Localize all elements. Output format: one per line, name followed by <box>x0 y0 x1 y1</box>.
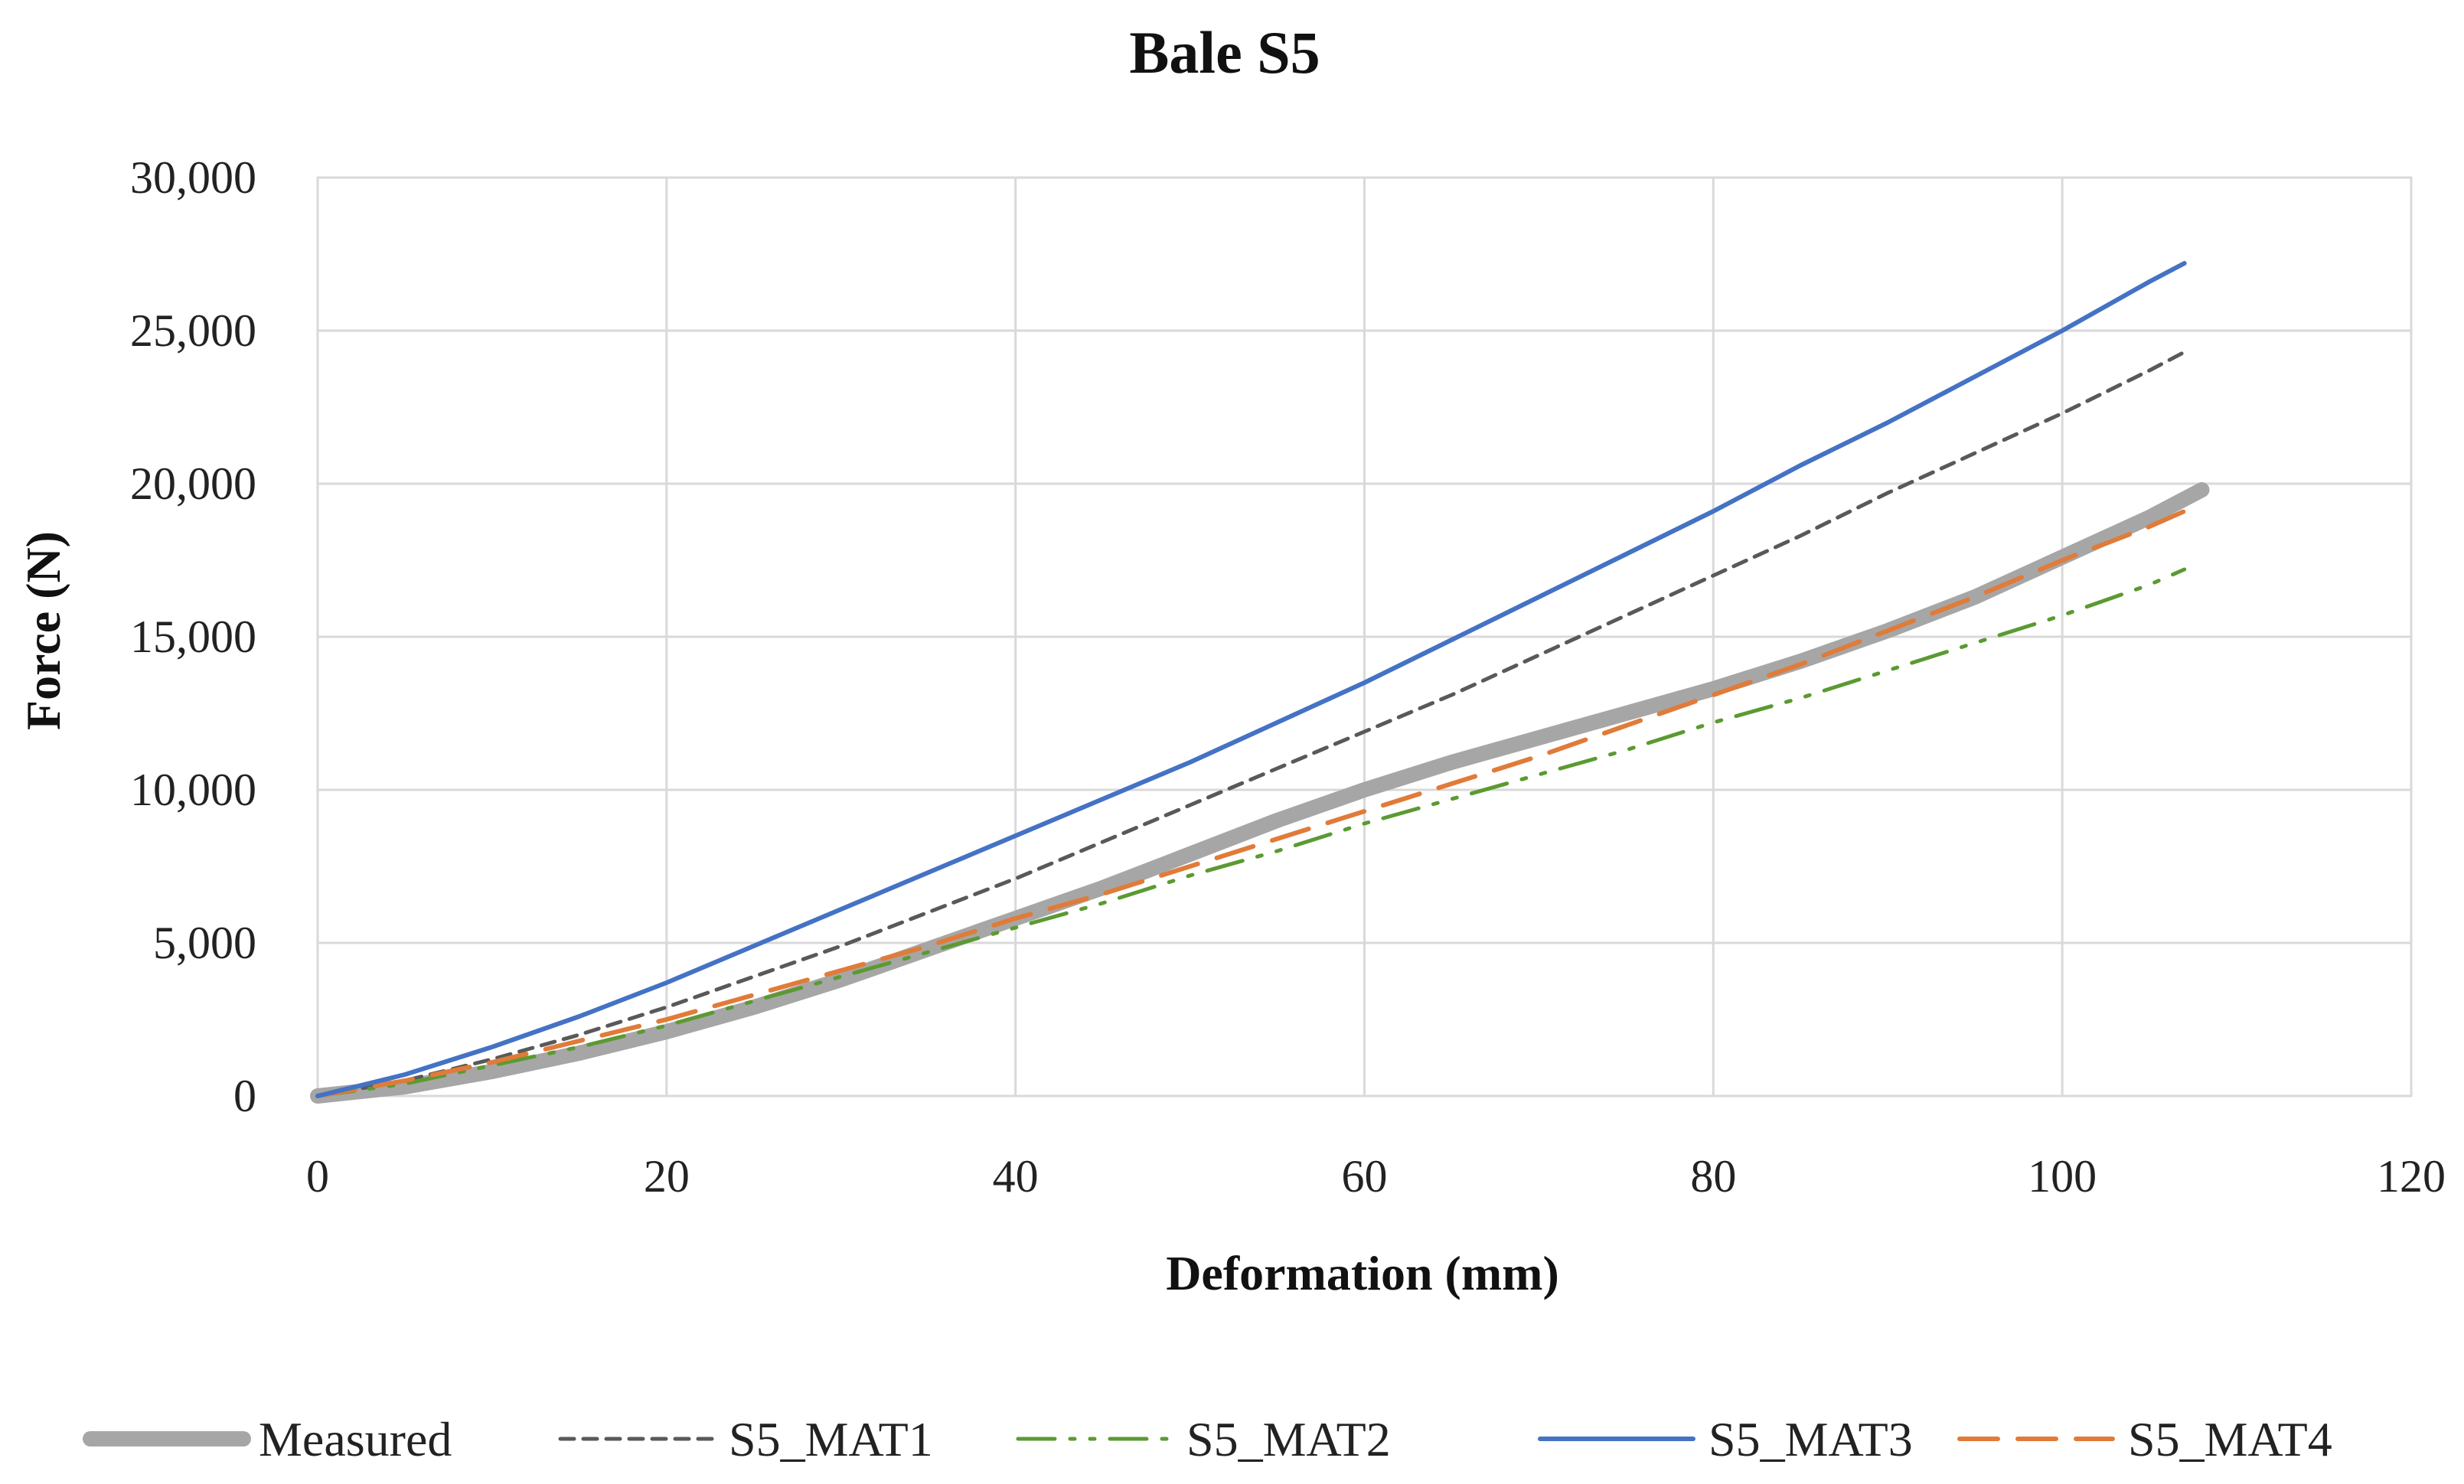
y-tick-label: 25,000 <box>130 305 256 356</box>
y-axis-label: Force (N) <box>16 531 70 730</box>
y-axis-ticks: 0 5,000 10,000 15,000 20,000 25,000 30,000 <box>130 152 256 1121</box>
x-axis-label: Deformation (mm) <box>1166 1246 1559 1300</box>
y-tick-label: 30,000 <box>130 152 256 203</box>
series-line-s5-mat1 <box>315 350 2187 1098</box>
series-line-s5-mat3 <box>315 261 2187 1098</box>
series-line-s5-mat4 <box>315 509 2187 1098</box>
series-line-s5-mat2 <box>315 567 2187 1098</box>
legend-label: S5_MAT2 <box>1186 1412 1391 1466</box>
x-tick-label: 100 <box>2028 1151 2097 1202</box>
series-line-measured <box>310 482 2210 1104</box>
plot-area <box>316 176 2413 1098</box>
y-tick-label: 10,000 <box>130 765 256 815</box>
y-tick-label: 5,000 <box>153 918 256 968</box>
x-tick-label: 0 <box>306 1151 329 1202</box>
y-tick-label: 20,000 <box>130 458 256 509</box>
x-tick-label: 40 <box>993 1151 1039 1202</box>
y-tick-label: 0 <box>233 1071 256 1121</box>
x-tick-label: 60 <box>1342 1151 1388 1202</box>
x-axis-ticks: 0 20 40 60 80 100 120 <box>306 1151 2446 1202</box>
legend-label: S5_MAT3 <box>1708 1412 1913 1466</box>
x-tick-label: 120 <box>2377 1151 2446 1202</box>
legend-label: S5_MAT4 <box>2128 1412 2332 1466</box>
legend-label: S5_MAT1 <box>729 1412 933 1466</box>
chart-title: Bale S5 <box>1129 19 1320 86</box>
y-tick-label: 15,000 <box>130 612 256 662</box>
x-tick-label: 20 <box>644 1151 690 1202</box>
legend-label: Measured <box>259 1412 452 1466</box>
series-lines <box>310 261 2210 1104</box>
legend: Measured S5_MAT1 S5_MAT2 S5_MAT3 S5_MAT4 <box>83 1412 2332 1466</box>
x-tick-label: 80 <box>1690 1151 1736 1202</box>
